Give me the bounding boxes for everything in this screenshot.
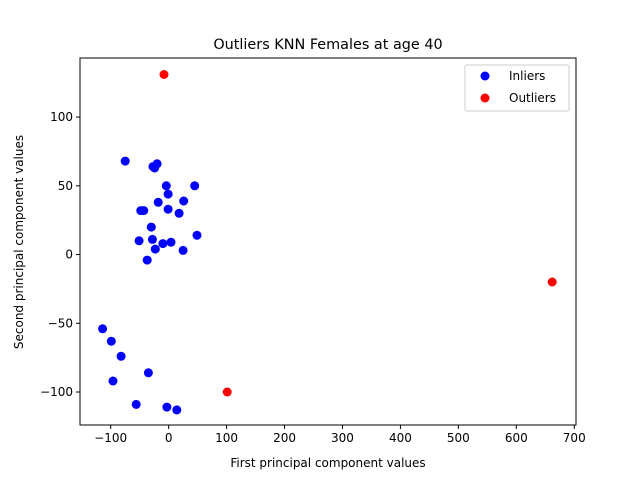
y-tick-label: −100 [40, 385, 73, 399]
legend-marker-inliers [480, 71, 490, 81]
point-outliers-2 [222, 387, 232, 397]
plot-frame [79, 57, 577, 426]
y-tick-label: 100 [50, 110, 73, 124]
point-inliers-19 [150, 244, 160, 254]
point-outliers-1 [547, 277, 557, 287]
point-inliers-5 [163, 189, 173, 199]
data-points [98, 70, 557, 415]
point-inliers-25 [108, 376, 118, 386]
point-outliers-0 [159, 70, 169, 79]
legend-marker-outliers [480, 93, 490, 103]
point-inliers-15 [147, 234, 157, 244]
point-inliers-24 [116, 351, 126, 361]
legend-label-inliers: Inliers [509, 69, 545, 83]
point-inliers-16 [158, 239, 168, 249]
y-tick-label: −50 [48, 316, 73, 330]
point-inliers-22 [98, 324, 108, 334]
x-axis: −100 0 100 200 300 400 500 600 700 [94, 425, 586, 445]
legend: Inliers Outliers [464, 64, 570, 112]
point-inliers-12 [174, 208, 184, 218]
point-inliers-23 [106, 336, 116, 346]
y-tick-label: 50 [58, 179, 73, 193]
point-inliers-26 [143, 368, 153, 378]
point-inliers-4 [161, 181, 171, 191]
x-tick-label: 0 [165, 431, 173, 445]
point-inliers-10 [139, 206, 149, 216]
chart-title: Outliers KNN Females at age 40 [213, 37, 442, 53]
x-tick-label: 300 [331, 431, 354, 445]
x-tick-label: 100 [215, 431, 238, 445]
y-tick-label: 0 [65, 248, 73, 262]
y-axis-label: Second principal component values [12, 135, 26, 349]
x-tick-label: 500 [447, 431, 470, 445]
point-inliers-29 [172, 405, 182, 415]
point-inliers-8 [179, 196, 189, 206]
point-inliers-14 [134, 236, 144, 246]
point-inliers-11 [163, 204, 173, 214]
x-tick-label: 600 [505, 431, 528, 445]
point-inliers-0 [120, 156, 130, 166]
point-inliers-3 [150, 163, 160, 173]
point-inliers-17 [166, 237, 176, 247]
y-axis: −100 −50 0 50 100 [40, 110, 80, 399]
point-inliers-18 [192, 230, 202, 240]
point-inliers-21 [142, 255, 152, 265]
x-tick-label: 200 [273, 431, 296, 445]
legend-label-outliers: Outliers [509, 91, 556, 105]
x-tick-label: −100 [94, 431, 127, 445]
point-inliers-7 [153, 197, 163, 207]
x-tick-label: 700 [563, 431, 586, 445]
point-inliers-28 [162, 402, 172, 412]
x-tick-label: 400 [389, 431, 412, 445]
point-inliers-20 [178, 245, 188, 255]
legend-box [464, 64, 570, 112]
point-inliers-6 [190, 181, 200, 191]
x-axis-label: First principal component values [230, 456, 425, 470]
point-inliers-13 [146, 222, 156, 232]
point-inliers-27 [131, 399, 141, 409]
